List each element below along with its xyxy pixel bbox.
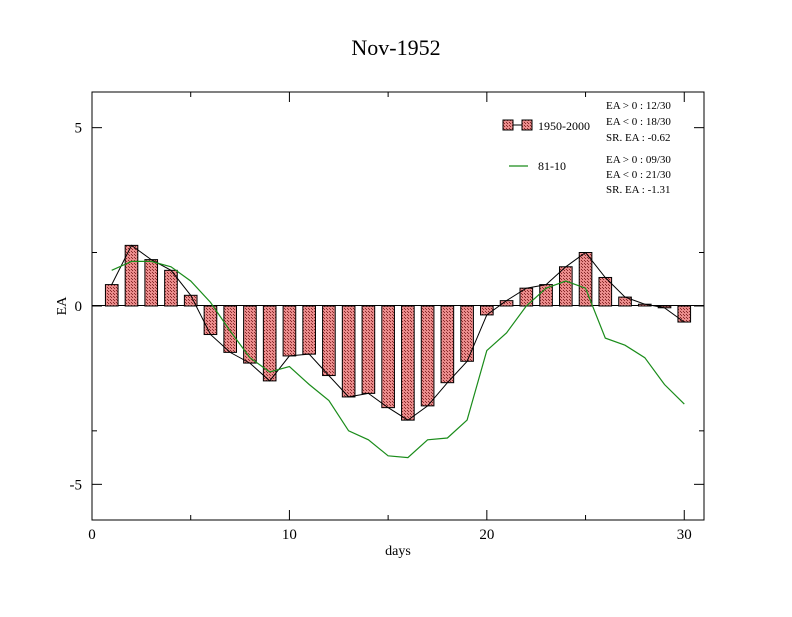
bar-day-12 [322,305,336,377]
bar-day-14 [361,305,376,394]
x-tick-label: 0 [88,527,96,543]
bar-day-18 [440,305,455,384]
x-axis-label: days [385,544,411,559]
bar-day-10 [282,305,297,357]
bar-day-30 [677,305,692,323]
legend-label-81-10: 81-10 [538,159,566,173]
x-tick-label: 20 [479,527,494,543]
y-tick-label: -5 [70,477,83,493]
x-tick-label: 30 [677,527,692,543]
bar-day-24 [558,266,573,307]
annotation-81-10-line-3: SR. EA : -1.31 [606,184,670,196]
x-axis-ticks: 0 10 20 30 [88,92,692,543]
bar-day-20 [480,305,494,316]
y-tick-label: 5 [75,121,83,137]
series-line-81-10 [111,260,685,459]
bar-day-17 [420,305,435,407]
annotation-1950-2000-line-3: SR. EA : -0.62 [606,132,670,144]
annotation-81-10-line-1: EA > 0 : 09/30 [606,154,671,166]
legend-swatch-1950-2000-left [502,119,514,131]
annotation-1950-2000-line-2: EA < 0 : 18/30 [606,116,671,128]
bar-day-19 [460,305,474,362]
bar-day-7 [223,305,238,353]
annotation-81-10-line-2: EA < 0 : 21/30 [606,169,671,181]
legend: 1950-2000 81-10 EA > 0 : 12/30 EA < 0 : … [502,100,671,196]
chart-title: Nov-1952 [351,35,440,60]
bar-day-11 [302,305,316,355]
annotation-1950-2000-line-1: EA > 0 : 12/30 [606,100,671,112]
y-axis-label: EA [55,296,70,316]
bar-day-1 [104,284,119,307]
legend-swatch-1950-2000-right [521,119,533,131]
bar-day-15 [381,305,395,409]
bar-day-9 [262,305,277,382]
bar-day-3 [144,259,159,307]
y-tick-label: 0 [75,299,83,315]
bar-day-16 [401,305,415,421]
series-line-1950-2000 [111,244,685,421]
legend-label-1950-2000: 1950-2000 [538,119,590,133]
bar-day-13 [341,305,356,398]
bar-day-6 [203,305,218,336]
x-tick-label: 10 [282,527,297,543]
bar-day-8 [243,305,257,364]
